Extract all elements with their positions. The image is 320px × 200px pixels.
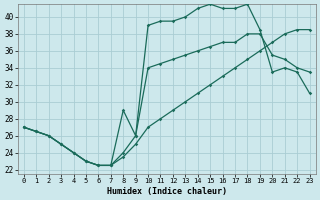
- X-axis label: Humidex (Indice chaleur): Humidex (Indice chaleur): [107, 187, 227, 196]
